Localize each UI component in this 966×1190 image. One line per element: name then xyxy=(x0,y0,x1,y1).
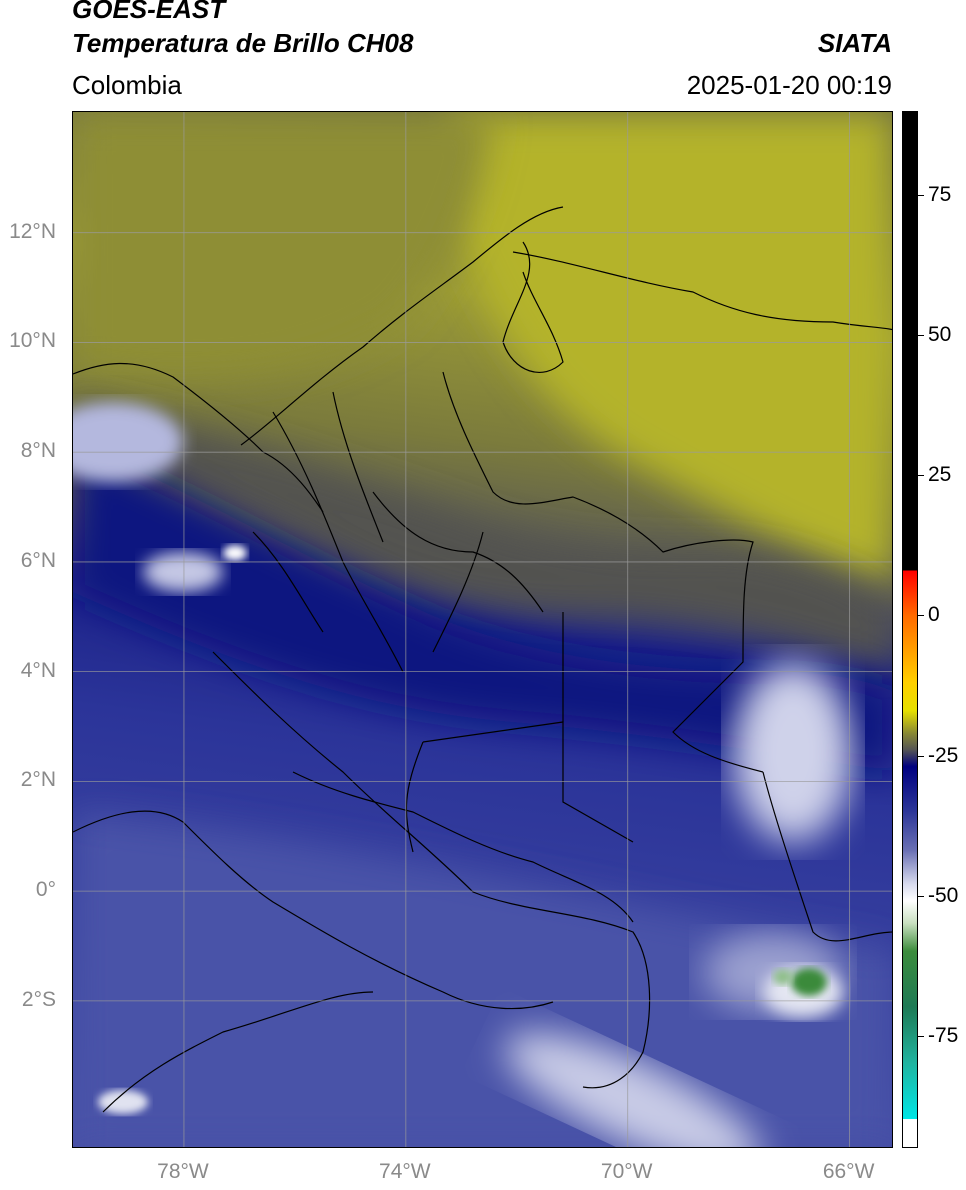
timestamp-label: 2025-01-20 00:19 xyxy=(686,70,892,100)
country-borders xyxy=(73,206,892,1113)
lat-tick-label: 12°N xyxy=(9,219,56,243)
colorbar-tick xyxy=(918,895,924,897)
lat-tick-label: 10°N xyxy=(9,329,56,353)
lat-tick-label: 2°N xyxy=(20,768,56,792)
lat-tick-label: 6°N xyxy=(20,548,56,572)
colorbar-tick-label: 25 xyxy=(928,463,952,487)
map-canvas xyxy=(73,112,892,1147)
colorbar-tick xyxy=(918,1035,924,1037)
lat-tick-label: 8°N xyxy=(20,439,56,463)
colorbar-tick-label: 75 xyxy=(928,183,952,207)
colorbar xyxy=(902,111,918,1148)
colorbar-tick xyxy=(918,335,924,337)
colorbar-tick-label: 50 xyxy=(928,323,952,347)
colorbar-tick-label: 0 xyxy=(928,603,940,627)
lon-tick-label: 70°W xyxy=(600,1160,653,1183)
organization-label: SIATA xyxy=(817,28,892,58)
colorbar-tick-label: -50 xyxy=(928,883,959,907)
lon-tick-label: 66°W xyxy=(822,1160,875,1183)
lat-tick-label: 4°N xyxy=(20,658,56,682)
lavender-region-south xyxy=(73,812,892,1147)
colorbar-tick xyxy=(918,755,924,757)
map-gridlines xyxy=(73,112,892,1147)
lon-tick-label: 74°W xyxy=(379,1160,431,1183)
olive-region-northwest xyxy=(73,112,493,380)
colorbar-tick xyxy=(918,615,924,617)
gray-band xyxy=(73,402,892,672)
convective-core xyxy=(791,968,827,996)
lat-tick-label: 0° xyxy=(35,878,56,902)
colorbar-tick-label: -75 xyxy=(928,1023,959,1047)
product-title: Temperatura de Brillo CH08 xyxy=(72,28,414,58)
warm-region-northeast xyxy=(453,112,892,582)
satellite-title: GOES-EAST xyxy=(72,0,226,24)
colorbar-tick xyxy=(918,475,924,477)
colorbar-tick-label: -25 xyxy=(928,743,959,767)
deep-blue-band xyxy=(73,442,892,772)
colorbar-tick xyxy=(918,195,924,197)
lat-tick-label: 2°S xyxy=(21,987,56,1011)
satellite-map[interactable] xyxy=(72,111,893,1148)
lon-tick-label: 78°W xyxy=(157,1160,209,1183)
region-label: Colombia xyxy=(72,70,182,100)
